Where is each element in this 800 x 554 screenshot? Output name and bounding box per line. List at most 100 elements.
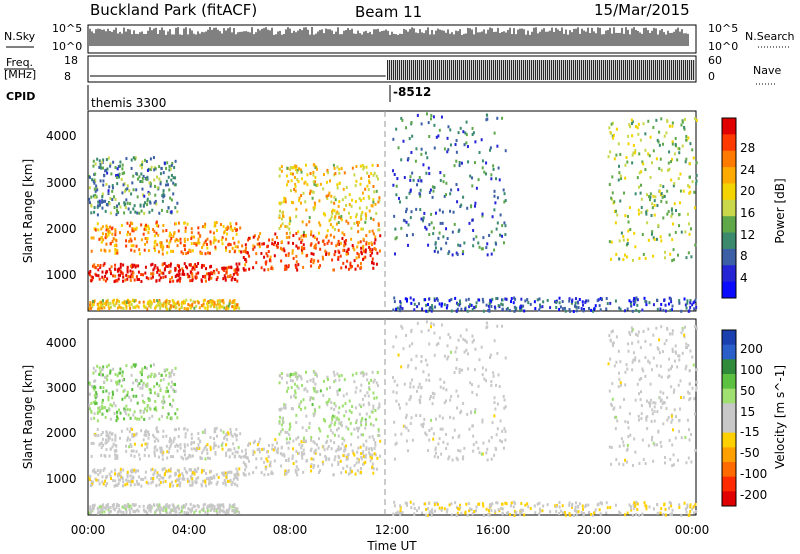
velocity-cell [372,406,375,410]
velocity-cell [695,386,698,390]
velocity-cell [449,336,452,340]
power-cell [102,183,105,187]
power-cell [608,182,611,186]
power-cell [158,177,161,181]
velocity-cell [610,402,613,406]
power-cell [316,237,319,241]
power-cell [214,245,217,249]
power-cell [651,161,654,165]
velocity-cell [281,417,284,421]
velocity-cell [129,474,132,478]
velocity-cell [121,378,124,382]
power-cell [294,182,297,186]
velocity-cell [668,357,671,361]
velocity-cell [102,468,105,472]
velocity-cell [689,396,692,400]
power-cell [117,277,120,281]
velocity-cell [200,508,203,512]
power-cell [154,305,157,309]
velocity-cell [146,375,149,379]
power-cell [248,254,251,258]
velocity-cell [695,326,698,330]
velocity-cell [152,503,155,507]
velocity-cell [154,454,157,458]
velocity-cell [446,442,449,446]
power-cell [441,302,444,306]
power-cell [393,252,396,256]
power-cell [286,225,289,229]
power-cell [133,227,136,231]
velocity-cell [152,477,155,481]
power-cell [236,279,239,283]
velocity-cell [216,480,219,484]
power-cell [123,189,126,193]
power-cell [343,240,346,244]
power-region-4 [240,231,382,272]
power-cell [483,170,486,174]
power-cell [673,181,676,185]
velocity-cell [189,468,192,472]
power-cell [152,156,155,160]
velocity-cell [294,375,297,379]
velocity-cell [131,387,134,391]
power-cell [96,213,99,217]
velocity-cell [153,375,156,379]
power-cell [361,210,364,214]
velocity-cell [504,429,507,433]
power-cell [465,133,468,137]
velocity-cell [234,506,237,510]
power-cell [627,220,630,224]
power-cell [336,183,339,187]
velocity-cell [159,474,162,478]
power-cell [132,305,135,309]
velocity-cell [420,330,423,334]
nsky-tick-bottom: 10^0 [52,40,82,53]
velocity-cell [301,444,304,448]
power-cell [189,279,192,283]
power-cell [482,309,485,313]
power-cell [90,211,93,215]
velocity-cell [97,511,100,515]
power-cell [332,163,335,167]
velocity-cell [428,438,431,442]
power-cell [501,307,504,311]
cpid-label: CPID [6,90,35,103]
power-cell [347,247,350,251]
power-cell [445,306,448,310]
power-cell [271,242,274,246]
power-cell [127,207,130,211]
velocity-cell [106,440,109,444]
power-cell [252,266,255,270]
power-cell [302,191,305,195]
velocity-cell [244,473,247,477]
power-cell [636,298,639,302]
power-cell [204,306,207,310]
velocity-cell [305,429,308,433]
velocity-cell [289,425,292,429]
velocity-cell [166,368,169,372]
velocity-cell [472,338,475,342]
velocity-cell [233,473,236,477]
power-cell [646,193,649,197]
velocity-cell [119,474,122,478]
power-cell [419,192,422,196]
power-cell [336,186,339,190]
velocity-cell [126,436,129,440]
velocity-cell [166,450,169,454]
power-cell [368,196,371,200]
power-cell [430,221,433,225]
velocity-cell [228,455,231,459]
power-cell [631,120,634,124]
velocity-cell [636,333,639,337]
power-cell [444,193,447,197]
power-cell [671,140,674,144]
velocity-cell [454,350,457,354]
power-cell [157,224,160,228]
velocity-cell [115,444,118,448]
power-cell [183,240,186,244]
power-cell [306,173,309,177]
power-cell [301,247,304,251]
power-cell [330,215,333,219]
power-cell [395,127,398,131]
velocity-cell [155,437,158,441]
